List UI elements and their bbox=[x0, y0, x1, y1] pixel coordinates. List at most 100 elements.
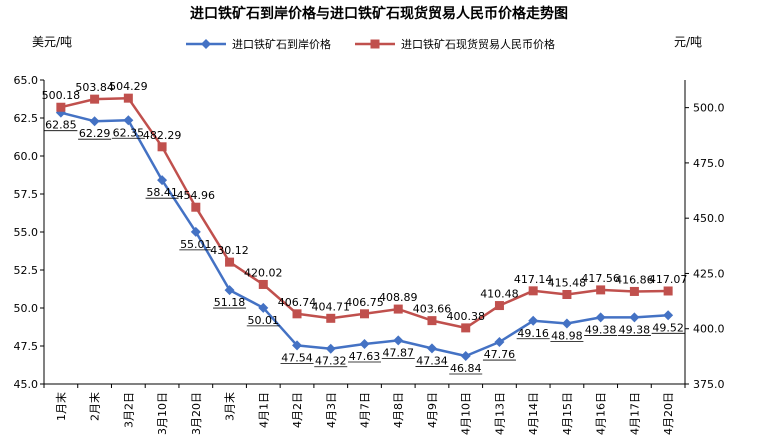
series-1-marker bbox=[595, 312, 606, 323]
right-axis-unit: 元/吨 bbox=[674, 35, 702, 49]
series-markers bbox=[55, 93, 674, 362]
x-axis-tick-label: 4月13日 bbox=[493, 392, 506, 435]
legend-label-series-2: 进口铁矿石现货贸易人民币价格 bbox=[401, 37, 555, 51]
right-axis-tick-label: 400.0 bbox=[693, 323, 725, 336]
series-2-data-label: 404.71 bbox=[312, 300, 351, 313]
series-2-data-label: 420.02 bbox=[244, 266, 283, 279]
series-2-marker bbox=[258, 279, 268, 289]
series-2-marker bbox=[393, 304, 403, 314]
left-axis-tick-label: 62.5 bbox=[14, 112, 39, 125]
series-2-data-label: 406.74 bbox=[278, 296, 317, 309]
x-axis-tick-label: 4月7日 bbox=[359, 392, 372, 428]
series-2-data-label: 504.29 bbox=[109, 80, 148, 93]
x-axis-tick-label: 2月末 bbox=[88, 392, 102, 421]
series-2-data-label: 454.96 bbox=[177, 189, 216, 202]
series-1-marker bbox=[663, 310, 674, 321]
series-1-marker bbox=[359, 339, 370, 350]
chart-title: 进口铁矿石到岸价格与进口铁矿石现货贸易人民币价格走势图 bbox=[190, 5, 568, 22]
series-1-data-label: 55.01 bbox=[180, 238, 212, 251]
x-axis-tick-label: 4月8日 bbox=[392, 392, 405, 428]
series-1-data-label: 51.18 bbox=[214, 296, 246, 309]
x-axis-tick-label: 4月15日 bbox=[561, 392, 574, 435]
series-2-marker bbox=[663, 286, 673, 296]
series-1-marker bbox=[292, 340, 303, 351]
x-axis-tick-label: 4月10日 bbox=[460, 392, 473, 435]
x-axis-tick-label: 4月9日 bbox=[426, 392, 439, 428]
series-2-data-label: 503.84 bbox=[75, 81, 114, 94]
series-1-data-label: 47.87 bbox=[382, 346, 414, 359]
series-1-data-label: 48.98 bbox=[551, 330, 583, 343]
series-1-marker bbox=[528, 315, 539, 326]
series-1-marker bbox=[123, 115, 134, 126]
series-1-data-label: 47.34 bbox=[416, 354, 448, 367]
series-1-data-label: 50.01 bbox=[248, 314, 280, 327]
left-axis-tick-label: 55.0 bbox=[14, 226, 39, 239]
left-axis-tick-label: 52.5 bbox=[14, 264, 39, 277]
x-axis-tick-label: 4月3日 bbox=[325, 392, 338, 428]
series-2-marker bbox=[629, 286, 639, 296]
series-1-data-label: 47.76 bbox=[484, 348, 516, 361]
series-1-marker bbox=[258, 302, 269, 313]
series-2-marker bbox=[461, 323, 471, 333]
series-2-marker bbox=[494, 301, 504, 311]
x-axis-tick-label: 4月16日 bbox=[595, 392, 608, 435]
x-axis-tick-label: 4月1日 bbox=[257, 392, 270, 428]
series-2-data-label: 430.12 bbox=[210, 244, 249, 257]
series-1-marker bbox=[494, 337, 505, 348]
series-line-1 bbox=[60, 111, 669, 358]
right-axis-tick-label: 375.0 bbox=[693, 378, 725, 391]
left-axis-tick-label: 60.0 bbox=[14, 150, 39, 163]
series-1-data-label: 49.38 bbox=[619, 323, 651, 336]
series-2-data-label: 500.18 bbox=[42, 89, 81, 102]
x-axis-tick-label: 4月17日 bbox=[628, 392, 641, 435]
left-axis-tick-label: 57.5 bbox=[14, 188, 39, 201]
series-2-marker bbox=[56, 102, 66, 112]
series-2-marker bbox=[596, 285, 606, 295]
series-2-data-label: 416.86 bbox=[615, 273, 654, 286]
x-axis-tick-label: 3月10日 bbox=[156, 392, 169, 435]
series-2-marker bbox=[562, 290, 572, 300]
series-1-marker bbox=[393, 335, 404, 346]
series-1-data-label: 62.85 bbox=[45, 119, 77, 132]
x-axis-tick-label: 3月2日 bbox=[122, 392, 135, 428]
series-1-marker bbox=[190, 226, 201, 237]
legend-marker-series-2 bbox=[370, 39, 380, 49]
series-2-marker bbox=[123, 93, 133, 103]
legend-marker-series-1 bbox=[201, 39, 211, 49]
series-2-marker bbox=[157, 142, 167, 152]
x-axis-tick-label: 4月2日 bbox=[291, 392, 304, 428]
legend: 进口铁矿石到岸价格 进口铁矿石现货贸易人民币价格 bbox=[186, 37, 555, 51]
series-1-data-label: 49.52 bbox=[652, 321, 684, 334]
series-1-marker bbox=[224, 285, 235, 296]
series-1-data-label: 46.84 bbox=[450, 362, 482, 375]
left-axis-unit: 美元/吨 bbox=[32, 35, 72, 49]
series-2-data-label: 417.56 bbox=[581, 272, 620, 285]
series-1-marker bbox=[325, 343, 336, 354]
series-2-data-label: 410.48 bbox=[480, 288, 519, 301]
series-2-marker bbox=[427, 316, 437, 326]
series-2-marker bbox=[326, 313, 336, 323]
series-2-marker bbox=[292, 309, 302, 319]
series-2-marker bbox=[191, 202, 201, 212]
series-1-data-label: 47.32 bbox=[315, 355, 347, 368]
series-1-data-label: 47.63 bbox=[349, 350, 381, 363]
right-axis-tick-label: 450.0 bbox=[693, 212, 725, 225]
series-1-data-label: 47.54 bbox=[281, 351, 313, 364]
series-2-data-label: 408.89 bbox=[379, 291, 418, 304]
series-1-marker bbox=[561, 318, 572, 329]
right-axis-tick-label: 425.0 bbox=[693, 267, 725, 280]
right-axis-tick-label: 475.0 bbox=[693, 157, 725, 170]
left-axis-tick-label: 65.0 bbox=[14, 74, 39, 87]
series-2-data-label: 403.66 bbox=[413, 303, 452, 316]
left-axis-tick-label: 47.5 bbox=[14, 340, 39, 353]
series-1-data-label: 58.41 bbox=[146, 186, 178, 199]
series-1-data-label: 49.38 bbox=[585, 323, 617, 336]
series-2-data-label: 417.14 bbox=[514, 273, 553, 286]
series-1-marker bbox=[629, 312, 640, 323]
series-1-data-label: 49.16 bbox=[517, 327, 549, 340]
series-2-marker bbox=[225, 257, 235, 267]
series-1-marker bbox=[89, 116, 100, 127]
left-axis-tick-label: 50.0 bbox=[14, 302, 39, 315]
legend-label-series-1: 进口铁矿石到岸价格 bbox=[232, 37, 331, 51]
